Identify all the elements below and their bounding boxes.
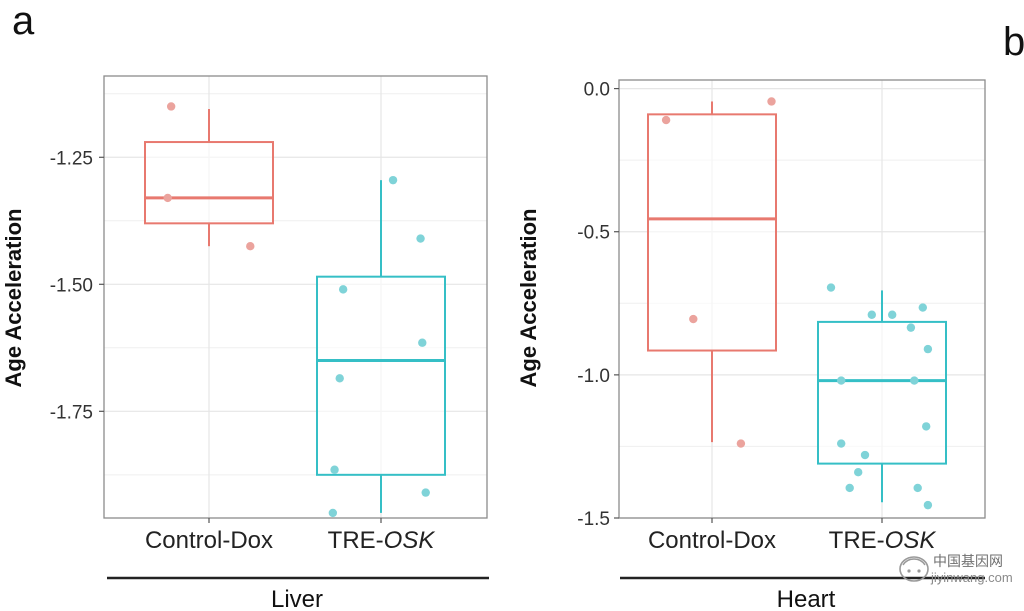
- treatment-box: [316, 180, 446, 513]
- group-label: Heart: [777, 586, 836, 611]
- watermark: 中国基因网 jiyinwang.com: [899, 553, 1013, 585]
- treatment-point: [888, 310, 897, 319]
- category-prefix: Control-: [145, 527, 230, 554]
- y-tick-label: 0.0: [584, 80, 610, 101]
- treatment-point: [338, 285, 348, 294]
- plot-border: [618, 79, 986, 519]
- control-point: [689, 314, 698, 324]
- watermark-cn-text: 中国基因网: [933, 553, 1003, 569]
- category-label-control: Control-Dox: [145, 527, 273, 554]
- treatment-point: [826, 283, 836, 292]
- treatment-point: [837, 439, 846, 448]
- control-point: [246, 241, 255, 251]
- control-point: [767, 97, 776, 106]
- control-point: [736, 439, 746, 448]
- watermark-url-text: jiyinwang.com: [930, 570, 1013, 585]
- control-box: [647, 101, 777, 443]
- category-prefix: Control-: [648, 527, 733, 554]
- box-iqr: [144, 141, 274, 225]
- y-axis-label: Age Acceleration: [516, 209, 541, 388]
- group-label: Liver: [271, 586, 323, 611]
- control-point: [163, 193, 172, 203]
- y-tick-label: -1.75: [50, 402, 93, 423]
- plot-border: [103, 75, 488, 519]
- treatment-point: [918, 303, 927, 312]
- treatment-point: [845, 483, 854, 493]
- y-tick-label: -1.50: [50, 275, 93, 296]
- category-label-control: Control-Dox: [648, 527, 776, 554]
- y-tick-label: -0.5: [577, 223, 610, 244]
- treatment-point: [416, 234, 425, 243]
- treatment-point: [923, 500, 933, 510]
- treatment-point: [867, 310, 876, 319]
- control-point: [661, 115, 671, 125]
- category-label-treatment: TRE-OSK: [829, 527, 937, 554]
- treatment-box: [817, 290, 947, 503]
- category-suffix: Dox: [230, 527, 273, 554]
- treatment-point: [910, 376, 919, 385]
- category-suffix: OSK: [384, 527, 436, 554]
- control-box: [144, 109, 274, 247]
- treatment-point: [328, 508, 338, 518]
- control-point: [166, 102, 176, 111]
- treatment-point: [418, 338, 427, 347]
- y-axis-label: Age Acceleration: [1, 209, 26, 388]
- category-prefix: TRE-: [328, 527, 384, 554]
- box-iqr: [316, 275, 446, 476]
- treatment-point: [913, 483, 922, 493]
- panel-letter-a: a: [12, 0, 35, 43]
- category-suffix: OSK: [885, 527, 937, 554]
- category-label-treatment: TRE-OSK: [328, 527, 436, 554]
- liver-box-chart: -1.25 -1.50 -1.75 Age Acceleration Control-D…: [1, 75, 489, 611]
- category-prefix: TRE-: [829, 527, 885, 554]
- treatment-point: [860, 450, 870, 460]
- panel-letter-b: b: [1003, 20, 1024, 64]
- treatment-point: [906, 323, 916, 332]
- treatment-point: [421, 488, 430, 497]
- category-suffix: Dox: [733, 527, 776, 554]
- treatment-point: [388, 175, 398, 185]
- y-tick-label: -1.5: [577, 509, 610, 530]
- treatment-point: [854, 467, 863, 477]
- watermark-logo-icon: [899, 556, 929, 582]
- treatment-point: [335, 374, 344, 383]
- treatment-point: [330, 465, 339, 474]
- treatment-point: [923, 344, 933, 354]
- treatment-point: [837, 376, 846, 385]
- box-iqr: [647, 113, 777, 352]
- y-tick-label: -1.25: [50, 148, 93, 169]
- heart-box-chart: 0.0 -0.5 -1.0 -1.5 Age Acceleration Control-D…: [516, 79, 986, 611]
- treatment-point: [922, 422, 931, 431]
- y-tick-label: -1.0: [577, 366, 610, 387]
